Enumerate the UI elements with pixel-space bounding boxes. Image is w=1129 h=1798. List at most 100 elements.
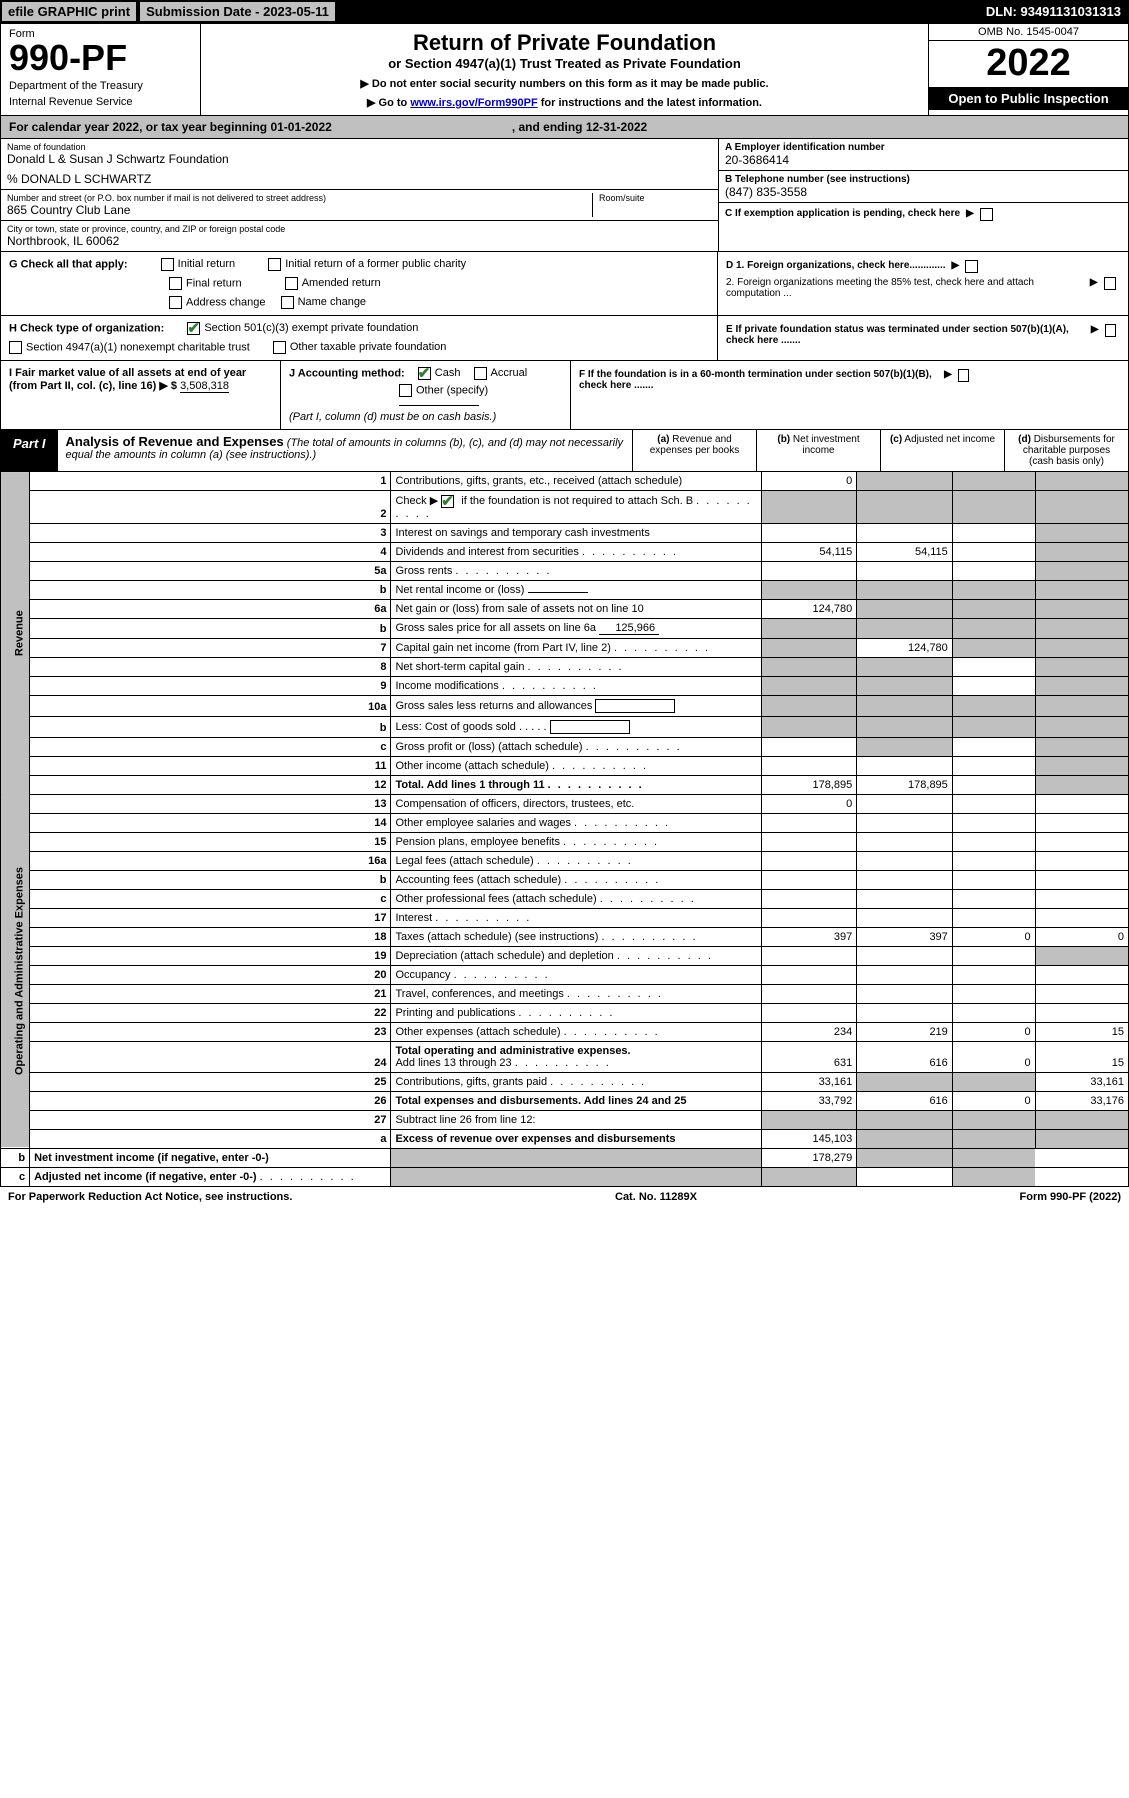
tax-year: 2022 (929, 41, 1128, 87)
line-25-d: 33,161 (1035, 1072, 1128, 1091)
line-10b-desc: Less: Cost of goods sold . . . . . (391, 716, 761, 737)
expenses-side-label: Operating and Administrative Expenses (1, 794, 30, 1148)
line-6b-num: b (30, 618, 391, 638)
j-cash: Cash (435, 367, 461, 379)
e-checkbox[interactable] (1105, 324, 1116, 337)
part1-tag: Part I (1, 430, 58, 471)
top-bar: efile GRAPHIC print Submission Date - 20… (0, 0, 1129, 23)
line-26-c: 0 (952, 1091, 1035, 1110)
line-21-num: 21 (30, 984, 391, 1003)
line-23-num: 23 (30, 1022, 391, 1041)
line-10b-num: b (30, 716, 391, 737)
line-2-num: 2 (30, 491, 391, 524)
part1-table: Revenue 1Contributions, gifts, grants, e… (0, 472, 1129, 1187)
h-opt-501c3: Section 501(c)(3) exempt private foundat… (204, 322, 418, 334)
line-26-desc: Total expenses and disbursements. Add li… (391, 1091, 761, 1110)
care-of: % DONALD L SCHWARTZ (7, 172, 712, 186)
j-accrual-checkbox[interactable] (474, 367, 487, 380)
line-16b-num: b (30, 870, 391, 889)
d1-label: D 1. Foreign organizations, check here..… (726, 260, 946, 271)
line-10c-desc: Gross profit or (loss) (attach schedule) (391, 737, 761, 756)
line-24-b: 616 (857, 1041, 953, 1072)
city-label: City or town, state or province, country… (7, 224, 712, 234)
cal-end: , and ending 12-31-2022 (512, 120, 647, 134)
line-23-desc: Other expenses (attach schedule) (391, 1022, 761, 1041)
room-label: Room/suite (599, 193, 712, 203)
line-16b-desc: Accounting fees (attach schedule) (391, 870, 761, 889)
line-8-desc: Net short-term capital gain (391, 657, 761, 676)
line-24-d: 15 (1035, 1041, 1128, 1072)
f-checkbox[interactable] (958, 369, 969, 382)
g-final-checkbox[interactable] (169, 277, 182, 290)
d2-label: 2. Foreign organizations meeting the 85%… (726, 277, 1084, 299)
line-13-a: 0 (761, 794, 857, 813)
e-label: E If private foundation status was termi… (726, 324, 1085, 346)
j-cash-checkbox[interactable] (418, 367, 431, 380)
line-27a-num: a (30, 1129, 391, 1148)
line-27b-num: b (1, 1148, 30, 1167)
line-6a-a: 124,780 (761, 599, 857, 618)
h-4947-checkbox[interactable] (9, 341, 22, 354)
line-16a-num: 16a (30, 851, 391, 870)
line-6b-desc: Gross sales price for all assets on line… (391, 618, 761, 638)
name-label: Name of foundation (7, 142, 712, 152)
line-23-c: 0 (952, 1022, 1035, 1041)
line-7-desc: Capital gain net income (from Part IV, l… (391, 638, 761, 657)
h-other-checkbox[interactable] (273, 341, 286, 354)
d2-checkbox[interactable] (1104, 277, 1116, 290)
f-label: F If the foundation is in a 60-month ter… (579, 369, 938, 391)
addr-label: Number and street (or P.O. box number if… (7, 193, 592, 203)
g-opt-final: Final return (186, 277, 242, 289)
section-ij: I Fair market value of all assets at end… (0, 361, 1129, 430)
g-amended-checkbox[interactable] (285, 277, 298, 290)
line-10a-num: 10a (30, 695, 391, 716)
line-18-num: 18 (30, 927, 391, 946)
line-14-desc: Other employee salaries and wages (391, 813, 761, 832)
g-opt-amended: Amended return (302, 277, 381, 289)
d1-checkbox[interactable] (965, 260, 978, 273)
line-9-desc: Income modifications (391, 676, 761, 695)
city-state-zip: Northbrook, IL 60062 (7, 234, 712, 248)
irs-link[interactable]: www.irs.gov/Form990PF (410, 97, 537, 109)
line-27b-b: 178,279 (761, 1148, 857, 1167)
line-17-desc: Interest (391, 908, 761, 927)
line-16c-desc: Other professional fees (attach schedule… (391, 889, 761, 908)
open-public: Open to Public Inspection (929, 87, 1128, 110)
line-26-b: 616 (857, 1091, 953, 1110)
col-a-header: (a) (a) Revenue and expenses per booksRe… (632, 430, 756, 471)
line-23-a: 234 (761, 1022, 857, 1041)
h-501c3-checkbox[interactable] (187, 322, 200, 335)
header-note-1: ▶ Do not enter social security numbers o… (207, 77, 922, 90)
line-12-desc: Total. Add lines 1 through 11 (391, 775, 761, 794)
g-initial-former-checkbox[interactable] (268, 258, 281, 271)
g-address-checkbox[interactable] (169, 296, 182, 309)
c-checkbox[interactable] (980, 208, 993, 221)
g-name-checkbox[interactable] (281, 296, 294, 309)
line-16a-desc: Legal fees (attach schedule) (391, 851, 761, 870)
part1-header: Part I Analysis of Revenue and Expenses … (0, 430, 1129, 472)
ein-label: A Employer identification number (725, 142, 1122, 153)
col-d-header: (d) Disbursements for charitable purpose… (1004, 430, 1128, 471)
line-27c-desc: Adjusted net income (if negative, enter … (30, 1167, 391, 1186)
line-25-a: 33,161 (761, 1072, 857, 1091)
g-initial-checkbox[interactable] (161, 258, 174, 271)
line-27a-desc: Excess of revenue over expenses and disb… (391, 1129, 761, 1148)
submission-date: Submission Date - 2023-05-11 (140, 2, 335, 21)
street-address: 865 Country Club Lane (7, 203, 592, 217)
line-7-num: 7 (30, 638, 391, 657)
form-header: Form 990-PF Department of the Treasury I… (0, 23, 1129, 116)
line-12-num: 12 (30, 775, 391, 794)
line-15-num: 15 (30, 832, 391, 851)
footer-left: For Paperwork Reduction Act Notice, see … (8, 1191, 292, 1203)
line-2-checkbox[interactable] (441, 495, 454, 508)
line-25-num: 25 (30, 1072, 391, 1091)
j-other-checkbox[interactable] (399, 384, 412, 397)
line-26-num: 26 (30, 1091, 391, 1110)
line-16c-num: c (30, 889, 391, 908)
line-4-b: 54,115 (857, 542, 953, 561)
dept-treasury: Department of the Treasury (9, 80, 192, 92)
dln: DLN: 93491131031313 (980, 2, 1127, 21)
h-label: H Check type of organization: (9, 322, 164, 334)
tel-value: (847) 835-3558 (725, 185, 1122, 199)
line-24-a: 631 (761, 1041, 857, 1072)
